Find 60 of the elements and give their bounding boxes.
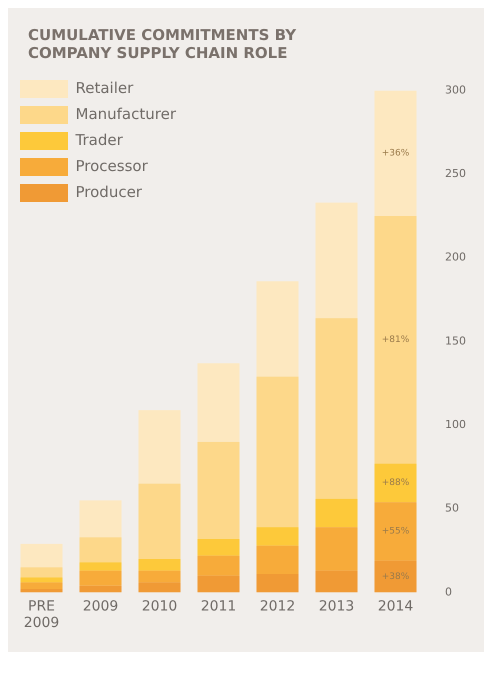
bar [138, 484, 181, 559]
bar [197, 363, 240, 442]
bar [256, 376, 299, 528]
annotation: +38% [382, 572, 410, 582]
y-tick-label: 300 [445, 83, 466, 96]
bar [138, 570, 181, 582]
bar [256, 281, 299, 377]
y-tick-label: 50 [445, 502, 460, 515]
bar [20, 589, 63, 592]
bar [315, 527, 358, 571]
x-tick-label: 2012 [260, 598, 296, 614]
x-tick-label: 2014 [378, 598, 414, 614]
bar [20, 544, 63, 568]
bar [374, 560, 417, 592]
bar [256, 527, 299, 546]
bar [79, 570, 122, 586]
chart-title: CUMULATIVE COMMITMENTS BY COMPANY SUPPLY CHAIN ROLE [28, 26, 298, 62]
bar [197, 442, 240, 539]
y-tick-label: 0 [445, 585, 452, 598]
bar [79, 500, 122, 538]
bar [374, 502, 417, 561]
bar [374, 216, 417, 464]
annotation: +36% [382, 148, 410, 159]
x-tick-label: 2009 [82, 598, 118, 614]
bar [197, 576, 240, 592]
bar [374, 464, 417, 502]
bar [315, 202, 358, 318]
legend-label: Trader [74, 130, 124, 149]
y-tick-label: 150 [445, 334, 466, 348]
y-tick-label: 250 [445, 167, 466, 180]
annotation: +81% [382, 335, 410, 346]
annotation: +55% [382, 526, 410, 537]
y-tick-label: 100 [445, 418, 466, 431]
bar [79, 562, 122, 571]
bar [374, 90, 417, 216]
bar [315, 570, 358, 592]
bar [138, 558, 181, 571]
legend-label: Manufacturer [76, 104, 177, 123]
x-tick-label: PRE 2009 [24, 598, 60, 632]
bar [197, 556, 240, 576]
bar [79, 537, 122, 562]
bar [20, 582, 63, 590]
bar [20, 577, 63, 582]
y-tick-label: 200 [445, 250, 466, 264]
legend-label: Retailer [76, 78, 134, 97]
bar [256, 546, 299, 574]
bar [315, 318, 358, 499]
bar [256, 574, 299, 592]
legend-label: Producer [76, 182, 143, 201]
bar [315, 498, 358, 528]
bar [197, 538, 240, 556]
legend-label: Processor [76, 156, 149, 175]
x-tick-label: 2011 [200, 598, 236, 614]
bar [138, 410, 181, 484]
x-tick-label: 2013 [318, 598, 354, 614]
bar [20, 567, 63, 578]
x-tick-label: 2010 [142, 598, 178, 614]
bar [79, 586, 122, 592]
annotation: +88% [382, 478, 410, 488]
bar [138, 582, 181, 592]
